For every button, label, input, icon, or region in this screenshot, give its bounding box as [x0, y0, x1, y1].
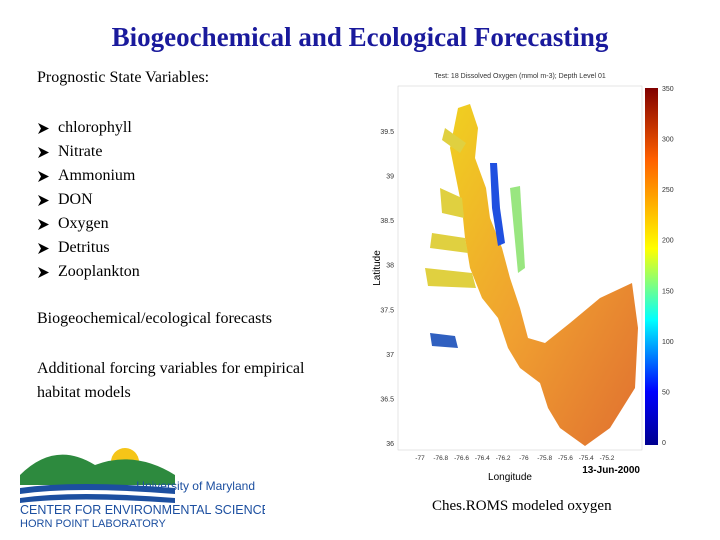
variable-item: Ammonium: [37, 164, 140, 188]
colorbar-tick-label: 250: [662, 187, 674, 194]
logo-line: University of Maryland: [136, 479, 255, 493]
logo-hills: [20, 454, 175, 485]
bullet: [38, 194, 49, 206]
variable-item: DON: [37, 188, 140, 212]
variable-list: chlorophyll Nitrate Ammonium DON Oxygen Detri…: [37, 116, 140, 284]
colorbar-tick-label: 50: [662, 389, 670, 396]
y-tick-label: 36: [386, 441, 394, 448]
y-tick-label: 38: [386, 263, 394, 270]
colorbar-tick-label: 350: [662, 86, 674, 93]
logo: University of Maryland CENTER FOR ENVIRO…: [20, 448, 265, 530]
variable-name: chlorophyll: [58, 119, 132, 136]
colorbar-tick-label: 200: [662, 238, 674, 245]
variable-item: chlorophyll: [37, 116, 140, 140]
tributaries: [425, 128, 476, 288]
colorbar-tick-label: 0: [662, 440, 666, 447]
x-tick-label: -77: [415, 455, 425, 462]
oxygen-map-figure: Test: 18 Dissolved Oxygen (mmol m-3); De…: [372, 73, 674, 483]
logo-waves: [20, 484, 175, 503]
axis-label: Latitude: [372, 250, 383, 286]
variable-name: DON: [58, 191, 93, 208]
low-oxygen-patch: [430, 333, 458, 348]
variable-item: Oxygen: [37, 212, 140, 236]
x-tick-label: -75.6: [558, 455, 573, 462]
x-tick-label: -75.4: [579, 455, 594, 462]
x-tick-label: -76.4: [475, 455, 490, 462]
bullet: [38, 146, 49, 158]
variable-name: Detritus: [58, 239, 110, 256]
variable-item: Nitrate: [37, 140, 140, 164]
variable-name: Oxygen: [58, 215, 109, 232]
colorbar: [645, 88, 658, 445]
y-tick-label: 36.5: [380, 396, 394, 403]
x-tick-label: -76: [519, 455, 529, 462]
date-label: 13-Jun-2000: [582, 465, 640, 476]
y-tick-label: 37: [386, 352, 394, 359]
colorbar-tick-label: 100: [662, 339, 674, 346]
x-tick-label: -76.2: [496, 455, 511, 462]
x-tick-label: -75.2: [600, 455, 615, 462]
colorbar-tick-label: 300: [662, 137, 674, 144]
figure-caption: Ches.ROMS modeled oxygen: [432, 498, 612, 514]
variable-name: Nitrate: [58, 143, 103, 160]
bullet: [38, 242, 49, 254]
y-tick-label: 39: [386, 174, 394, 181]
bullet: [38, 218, 49, 230]
x-tick-label: -76.8: [433, 455, 448, 462]
colorbar-tick-label: 150: [662, 288, 674, 295]
section-heading: Prognostic State Variables:: [37, 69, 210, 86]
variable-name: Ammonium: [58, 167, 136, 184]
figure-title: Test: 18 Dissolved Oxygen (mmol m-3); De…: [434, 73, 606, 80]
paragraph: Biogeochemical/ecological forecasts: [37, 310, 273, 327]
variable-item: Zooplankton: [37, 260, 140, 284]
paragraph: Additional forcing variables for empiric…: [37, 360, 305, 401]
y-tick-label: 38.5: [380, 218, 394, 225]
slide-title: Biogeochemical and Ecological Forecastin…: [111, 22, 609, 52]
x-tick-label: -76.6: [454, 455, 469, 462]
logo-line: CENTER FOR ENVIRONMENTAL SCIENCE: [20, 503, 265, 517]
logo-line: HORN POINT LABORATORY: [20, 518, 167, 530]
oxygen-patch: [510, 186, 525, 273]
bay-shape: [450, 104, 638, 446]
low-oxygen-channel: [490, 163, 505, 246]
bullet: [38, 170, 49, 182]
bullet: [38, 122, 49, 134]
variable-item: Detritus: [37, 236, 140, 260]
variable-name: Zooplankton: [58, 263, 140, 280]
x-tick-label: -75.8: [537, 455, 552, 462]
axis-label: Longitude: [488, 472, 532, 483]
y-tick-label: 37.5: [380, 307, 394, 314]
y-tick-label: 39.5: [380, 129, 394, 136]
bullet: [38, 266, 49, 278]
